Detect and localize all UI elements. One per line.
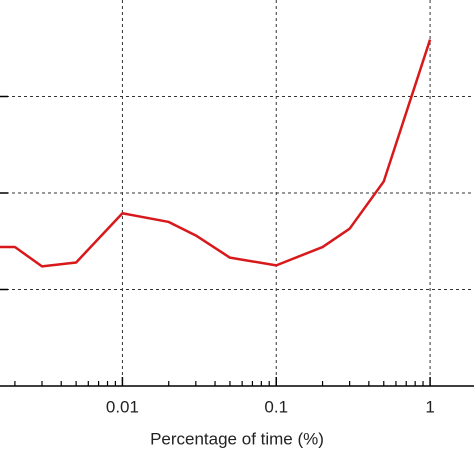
x-tick-label: 0.1 — [264, 397, 288, 416]
x-tick-label: 1 — [425, 397, 434, 416]
x-tick-label: 0.01 — [106, 397, 139, 416]
x-axis-label: Percentage of time (%) — [150, 429, 324, 448]
line — [0, 39, 432, 268]
